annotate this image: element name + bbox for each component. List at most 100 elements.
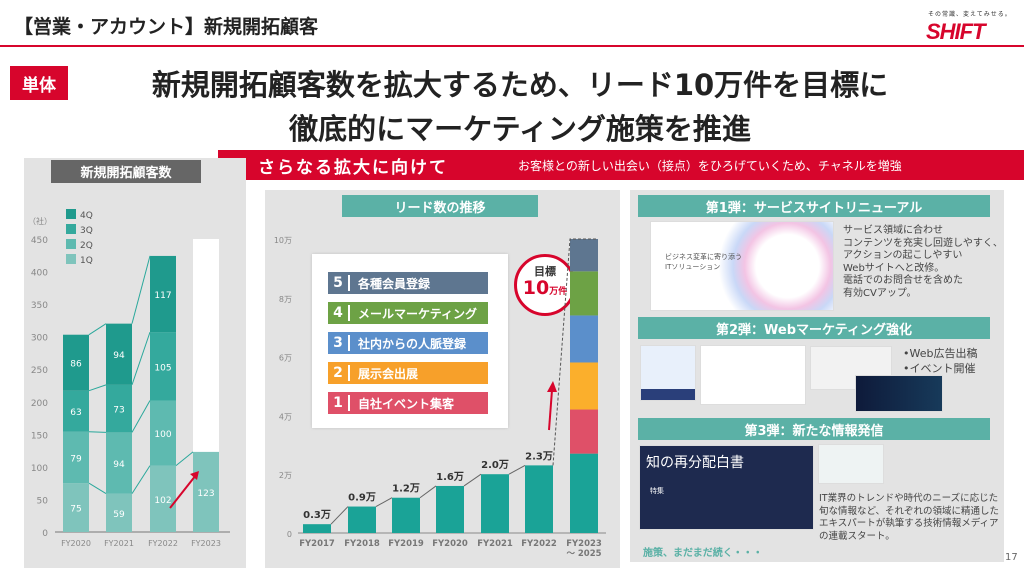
text-line: IT業界のトレンドや時代のニーズに応じた — [819, 493, 999, 504]
y-tick-label: 2万 — [279, 471, 292, 480]
connector-line — [88, 482, 107, 495]
step-line — [508, 464, 526, 475]
y-tick-label: 50 — [37, 496, 49, 506]
connector-line — [131, 331, 151, 386]
target-stack-segment — [570, 315, 598, 363]
page-number: 17 — [1005, 552, 1018, 563]
legend-swatch — [66, 209, 76, 219]
target-value: 10 — [522, 277, 550, 299]
channel-label: 自社イベント集客 — [358, 396, 455, 411]
target-stack-segment — [570, 362, 598, 410]
y-tick-label: 0 — [287, 530, 292, 539]
red-banner: さらなる拡大に向けて お客様との新しい出会い（接点）をひろげていくため、チャネル… — [218, 150, 1024, 180]
site-image-text-1: ビジネス変革に寄り添う — [665, 253, 742, 261]
y-axis-label: （社） — [28, 216, 52, 226]
x-tick-label: FY2023 — [566, 539, 602, 549]
new-customers-title: 新規開拓顧客数 — [51, 160, 201, 183]
banner-desc: お客様との新しい出会い（接点）をひろげていくため、チャネルを増強 — [518, 158, 902, 173]
bar-segment — [150, 465, 176, 532]
bar-value-label: 63 — [70, 408, 81, 418]
channel-item: 4 メールマーケティング — [328, 302, 488, 324]
bar-segment — [106, 384, 132, 433]
bar-value-label: 79 — [70, 454, 82, 464]
ad-banner-image — [640, 345, 696, 401]
initiative-1-title: 第1弾：サービスサイトリニューアル — [638, 195, 990, 217]
connector-line — [131, 400, 151, 433]
step-line — [330, 506, 349, 525]
fy2023-placeholder — [193, 239, 219, 452]
bar-value-label: 1.6万 — [436, 471, 464, 483]
header-divider — [0, 45, 1024, 47]
growth-arrow-head — [547, 381, 557, 392]
channel-item: 1 自社イベント集客 — [328, 392, 488, 414]
channel-item: 2 展示会出展 — [328, 362, 488, 384]
x-tick-label: FY2018 — [344, 539, 380, 549]
bar-value-label: 2.3万 — [525, 450, 553, 462]
connector-line — [88, 323, 107, 336]
channel-number: 1 — [328, 395, 350, 411]
bar-value-label: 2.0万 — [481, 459, 509, 471]
bar-segment — [63, 390, 89, 432]
bar-segment — [106, 323, 132, 385]
search-results-image — [700, 345, 806, 405]
bar-value-label: 1.2万 — [392, 483, 420, 495]
bar-segment — [150, 400, 176, 466]
bar-value-label: 73 — [113, 406, 124, 416]
legend-label: 3Q — [80, 226, 93, 236]
bar-segment — [193, 451, 219, 532]
text-line: の連載スタート。 — [819, 530, 895, 542]
lead-bar — [525, 465, 553, 533]
bar-value-label: 59 — [113, 510, 125, 520]
more-initiatives-text: 施策、まだまだ続く・・・ — [643, 548, 763, 559]
y-tick-label: 300 — [31, 334, 48, 344]
legend-label: 4Q — [80, 211, 93, 221]
headline-line-1: 新規開拓顧客数を拡大するため、リード10万件を目標に — [151, 68, 889, 102]
x-tick-label: FY2022 — [148, 539, 178, 548]
step-line — [375, 497, 393, 507]
channel-item: 5 各種会員登録 — [328, 272, 488, 294]
text-line: アクションの起こしやすい — [843, 250, 963, 261]
connector-line — [131, 255, 151, 324]
bar-value-label: 94 — [113, 351, 125, 361]
bar-segment — [150, 332, 176, 401]
initiative-2-title: 第2弾：Webマーケティング強化 — [638, 317, 990, 339]
x-tick-label: FY2021 — [477, 539, 513, 549]
text-line: 有効CVアップ。 — [843, 287, 917, 299]
target-stack-segment — [570, 239, 598, 272]
shift-logo: SHIFT — [926, 19, 986, 44]
connector-line — [88, 431, 107, 433]
target-stack-segment — [570, 271, 598, 316]
bar-segment — [150, 255, 176, 333]
text-line: 電話でのお問合せを含めた — [843, 275, 963, 286]
legend-swatch — [66, 239, 76, 249]
bar-segment — [106, 432, 132, 494]
initiative-3-text: IT業界のトレンドや時代のニーズに応じた 旬な情報など、それぞれの領域に精通したエ… — [819, 493, 999, 543]
text-line: コンテンツを充実し回遊しやすく、 — [843, 237, 1003, 249]
connector-line — [175, 451, 194, 466]
target-unit: 万件 — [549, 287, 568, 297]
text-line: サービス領域に合わせ — [843, 225, 943, 236]
x-tick-label: FY2022 — [521, 539, 557, 549]
step-line — [419, 485, 437, 499]
y-tick-label: 350 — [31, 301, 48, 311]
lead-bar — [436, 485, 464, 533]
scope-badge: 単体 — [10, 66, 68, 100]
target-label: 目標 — [534, 265, 556, 278]
leads-title: リード数の推移 — [342, 195, 538, 217]
legend-label: 1Q — [80, 256, 93, 266]
y-tick-label: 150 — [31, 431, 48, 441]
target-circle: 目標 10万件 — [514, 254, 576, 316]
channel-number: 4 — [328, 305, 350, 321]
webinar-banner-image — [855, 375, 943, 412]
lead-bar — [348, 506, 376, 533]
whitepaper-sub: 特集 — [650, 487, 664, 495]
y-tick-label: 200 — [31, 399, 48, 409]
y-tick-label: 8万 — [279, 295, 292, 304]
service-site-screenshot: ビジネス変革に寄り添う ITソリューション — [650, 221, 834, 311]
y-tick-label: 400 — [31, 269, 48, 279]
bar-segment — [106, 493, 132, 532]
bar-value-label: 100 — [154, 430, 171, 440]
connector-line — [131, 465, 151, 494]
legend-label: 2Q — [80, 241, 93, 251]
